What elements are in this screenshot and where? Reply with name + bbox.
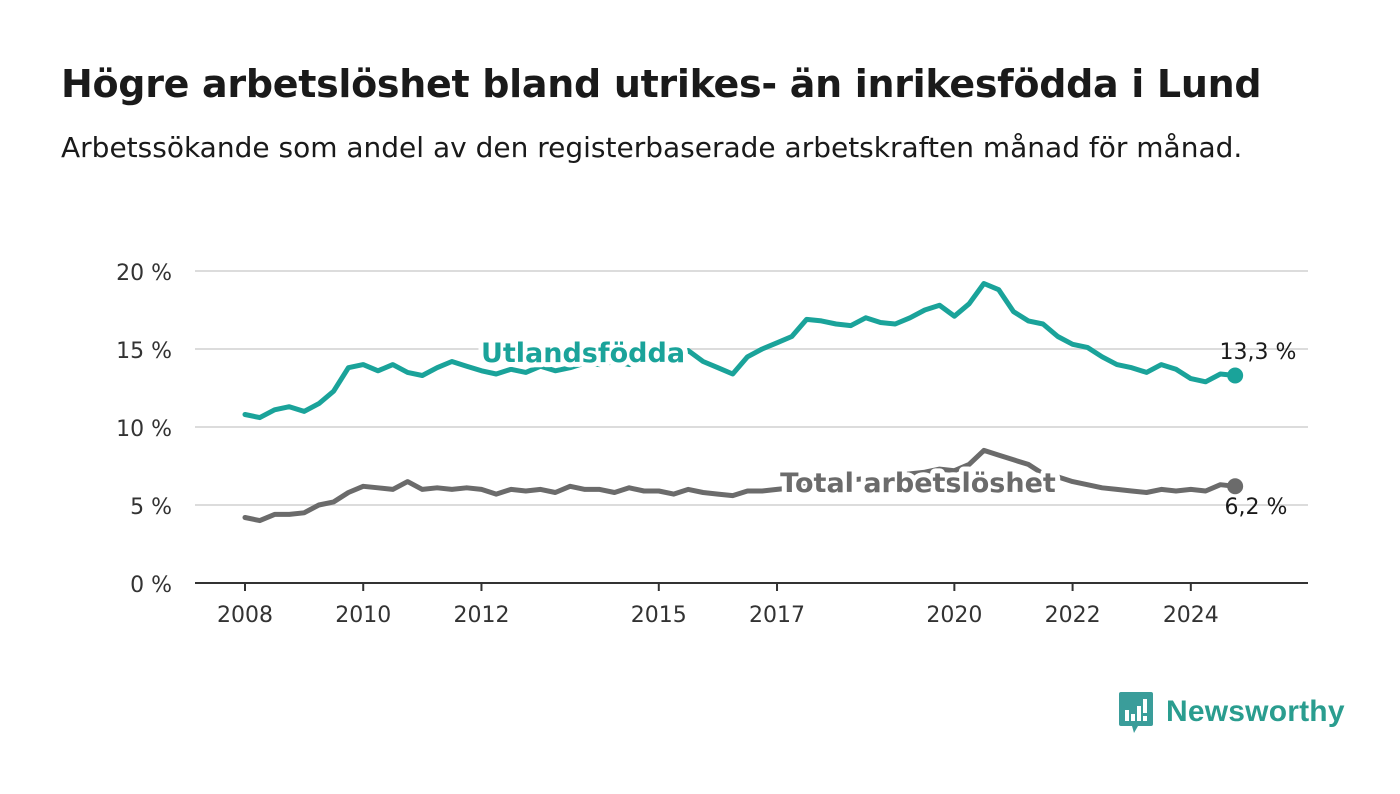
- chart-title: Högre arbetslöshet bland utrikes- än inr…: [61, 62, 1262, 106]
- chart-subtitle: Arbetssökande som andel av den registerb…: [61, 131, 1243, 164]
- brand-logo: Newsworthy: [1118, 690, 1345, 734]
- brand-name: Newsworthy: [1166, 695, 1345, 728]
- x-tick-label: 2022: [1045, 603, 1101, 628]
- y-tick-label: 10 %: [116, 417, 172, 442]
- end-point-marker: [1227, 367, 1244, 384]
- series-line-total: [242, 447, 1238, 524]
- gridlines: [195, 270, 1308, 506]
- x-tick-label: 2020: [926, 603, 982, 628]
- series-label-utlandsfodda-halo: Utlandsfödda: [481, 338, 685, 369]
- x-tick-label: 2010: [335, 603, 391, 628]
- y-tick-label: 20 %: [116, 261, 172, 286]
- series-lines: [242, 281, 1244, 524]
- y-tick-label: 5 %: [130, 495, 172, 520]
- y-tick-label: 15 %: [116, 339, 172, 364]
- x-tick-label: 2024: [1163, 603, 1219, 628]
- series-line-utlandsfodda: [242, 281, 1238, 421]
- y-tick-label: 0 %: [130, 573, 172, 598]
- axes: 0 % 5 % 10 % 15 % 20 % 2008 2010 2012 2015 2017 20…: [116, 261, 1308, 628]
- x-tick-label: 2012: [453, 603, 509, 628]
- series-label-utlandsfodda: Utlandsfödda: [481, 338, 685, 369]
- x-tick-label: 2008: [217, 603, 273, 628]
- series-label-total-halo: Total arbetslöshet: [780, 468, 1056, 499]
- end-point-marker: [1227, 478, 1244, 495]
- newsworthy-logo-icon: [1119, 692, 1153, 733]
- end-value-label-total: 6,2 %: [1225, 495, 1288, 520]
- end-value-label-utlandsfodda: 13,3 %: [1220, 340, 1297, 365]
- series-label-total: Total arbetslöshet: [780, 468, 1056, 499]
- x-tick-label: 2015: [631, 603, 687, 628]
- x-tick-label: 2017: [749, 603, 805, 628]
